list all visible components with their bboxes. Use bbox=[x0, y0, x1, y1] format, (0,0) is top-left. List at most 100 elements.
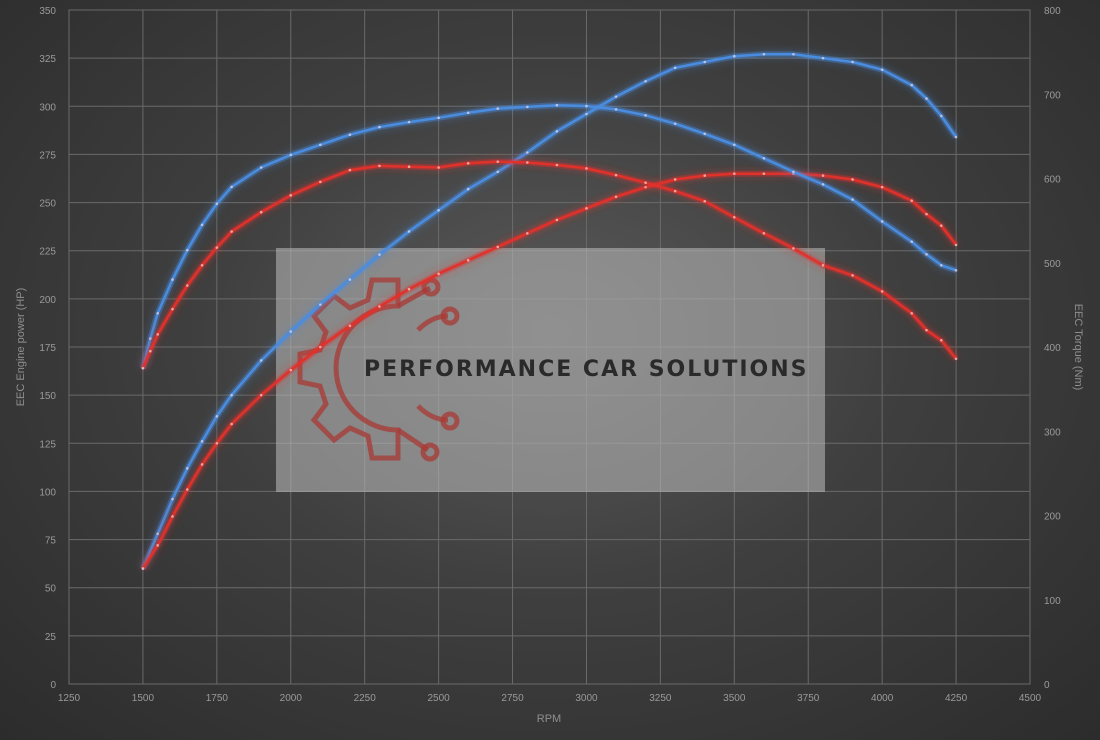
data-point bbox=[762, 172, 766, 175]
data-point bbox=[939, 114, 943, 118]
data-point bbox=[939, 263, 943, 267]
x-tick-label: 1250 bbox=[58, 693, 81, 704]
data-point bbox=[466, 259, 470, 262]
x-tick-label: 4000 bbox=[871, 693, 894, 704]
data-point bbox=[585, 167, 588, 170]
data-point bbox=[141, 567, 145, 570]
data-point bbox=[644, 185, 647, 189]
data-point bbox=[792, 52, 795, 56]
data-point bbox=[171, 278, 174, 281]
x-axis-title: RPM bbox=[537, 713, 561, 725]
data-point bbox=[910, 312, 914, 315]
series-line bbox=[141, 160, 958, 369]
data-point bbox=[230, 393, 233, 397]
y-left-tick-label: 225 bbox=[39, 247, 56, 258]
axis-ticks: 1250 1500 1750 2000 2250 2500 2750 3000 3250 3500… bbox=[39, 6, 1061, 704]
data-point bbox=[910, 83, 914, 87]
data-point bbox=[156, 333, 160, 336]
y-left-tick-label: 175 bbox=[39, 343, 56, 354]
data-point bbox=[673, 66, 677, 70]
y-left-tick-label: 150 bbox=[39, 391, 56, 402]
data-point bbox=[925, 212, 928, 216]
data-point bbox=[762, 156, 766, 160]
watermark-panel bbox=[276, 248, 825, 492]
data-point bbox=[407, 120, 411, 124]
y-left-tick-label: 350 bbox=[39, 6, 56, 17]
data-point bbox=[215, 441, 219, 445]
x-tick-label: 2000 bbox=[280, 693, 303, 704]
data-point bbox=[673, 178, 677, 181]
data-point bbox=[880, 185, 884, 189]
data-point bbox=[925, 97, 928, 100]
data-point bbox=[378, 164, 381, 168]
y-axis-right-title: EEC Torque (Nm) bbox=[1072, 304, 1084, 391]
data-point bbox=[466, 162, 470, 165]
x-tick-label: 3250 bbox=[649, 693, 672, 704]
x-tick-label: 4500 bbox=[1019, 693, 1042, 704]
y-left-tick-label: 200 bbox=[39, 295, 56, 306]
y-left-tick-label: 100 bbox=[39, 487, 56, 498]
data-point bbox=[614, 195, 618, 199]
data-point bbox=[171, 515, 174, 518]
data-point bbox=[289, 368, 293, 372]
data-point bbox=[319, 303, 322, 306]
data-point bbox=[259, 166, 263, 169]
y-right-tick-label: 100 bbox=[1044, 596, 1061, 607]
data-point bbox=[733, 172, 736, 175]
data-point bbox=[762, 52, 766, 56]
data-point bbox=[496, 107, 500, 110]
data-point bbox=[555, 218, 559, 222]
data-point bbox=[526, 161, 529, 164]
data-point bbox=[614, 108, 618, 111]
data-point bbox=[156, 544, 160, 547]
data-point bbox=[821, 174, 825, 177]
data-point bbox=[156, 532, 160, 536]
x-tick-label: 3750 bbox=[797, 693, 820, 704]
data-point bbox=[733, 54, 736, 58]
series-0 bbox=[140, 51, 959, 570]
x-tick-label: 4250 bbox=[945, 693, 968, 704]
data-point bbox=[437, 208, 440, 212]
data-point bbox=[259, 359, 263, 362]
y-left-tick-label: 250 bbox=[39, 199, 56, 210]
data-point bbox=[555, 103, 559, 107]
data-point bbox=[910, 199, 914, 202]
series-1 bbox=[140, 170, 959, 571]
data-point bbox=[733, 143, 736, 147]
data-point bbox=[644, 181, 647, 185]
data-point bbox=[348, 133, 352, 136]
data-point bbox=[407, 230, 411, 233]
data-point bbox=[496, 170, 500, 174]
data-point bbox=[200, 440, 204, 443]
series-3 bbox=[140, 158, 959, 370]
y-right-tick-label: 700 bbox=[1044, 90, 1061, 101]
y-left-tick-label: 50 bbox=[45, 584, 57, 595]
data-point bbox=[526, 232, 529, 235]
data-point bbox=[703, 174, 707, 177]
data-point bbox=[149, 337, 152, 340]
data-point bbox=[614, 173, 618, 177]
data-point bbox=[954, 243, 958, 247]
data-point bbox=[200, 223, 204, 227]
data-point bbox=[703, 132, 707, 136]
data-point bbox=[149, 349, 152, 353]
data-point bbox=[348, 168, 352, 172]
data-point bbox=[851, 274, 854, 277]
watermark-text: PERFORMANCE CAR SOLUTIONS bbox=[364, 357, 809, 382]
data-point bbox=[230, 422, 233, 426]
data-point bbox=[939, 338, 943, 342]
data-point bbox=[925, 328, 928, 332]
data-point bbox=[259, 393, 263, 397]
data-point bbox=[185, 488, 189, 491]
x-tick-label: 2500 bbox=[427, 693, 450, 704]
data-point bbox=[215, 415, 219, 418]
series-line bbox=[141, 103, 957, 369]
data-point bbox=[496, 245, 500, 249]
data-point bbox=[585, 104, 588, 108]
data-point bbox=[437, 166, 440, 169]
data-point bbox=[319, 345, 322, 349]
series-2 bbox=[139, 102, 958, 370]
data-point bbox=[954, 357, 958, 361]
y-left-tick-label: 325 bbox=[39, 54, 56, 65]
